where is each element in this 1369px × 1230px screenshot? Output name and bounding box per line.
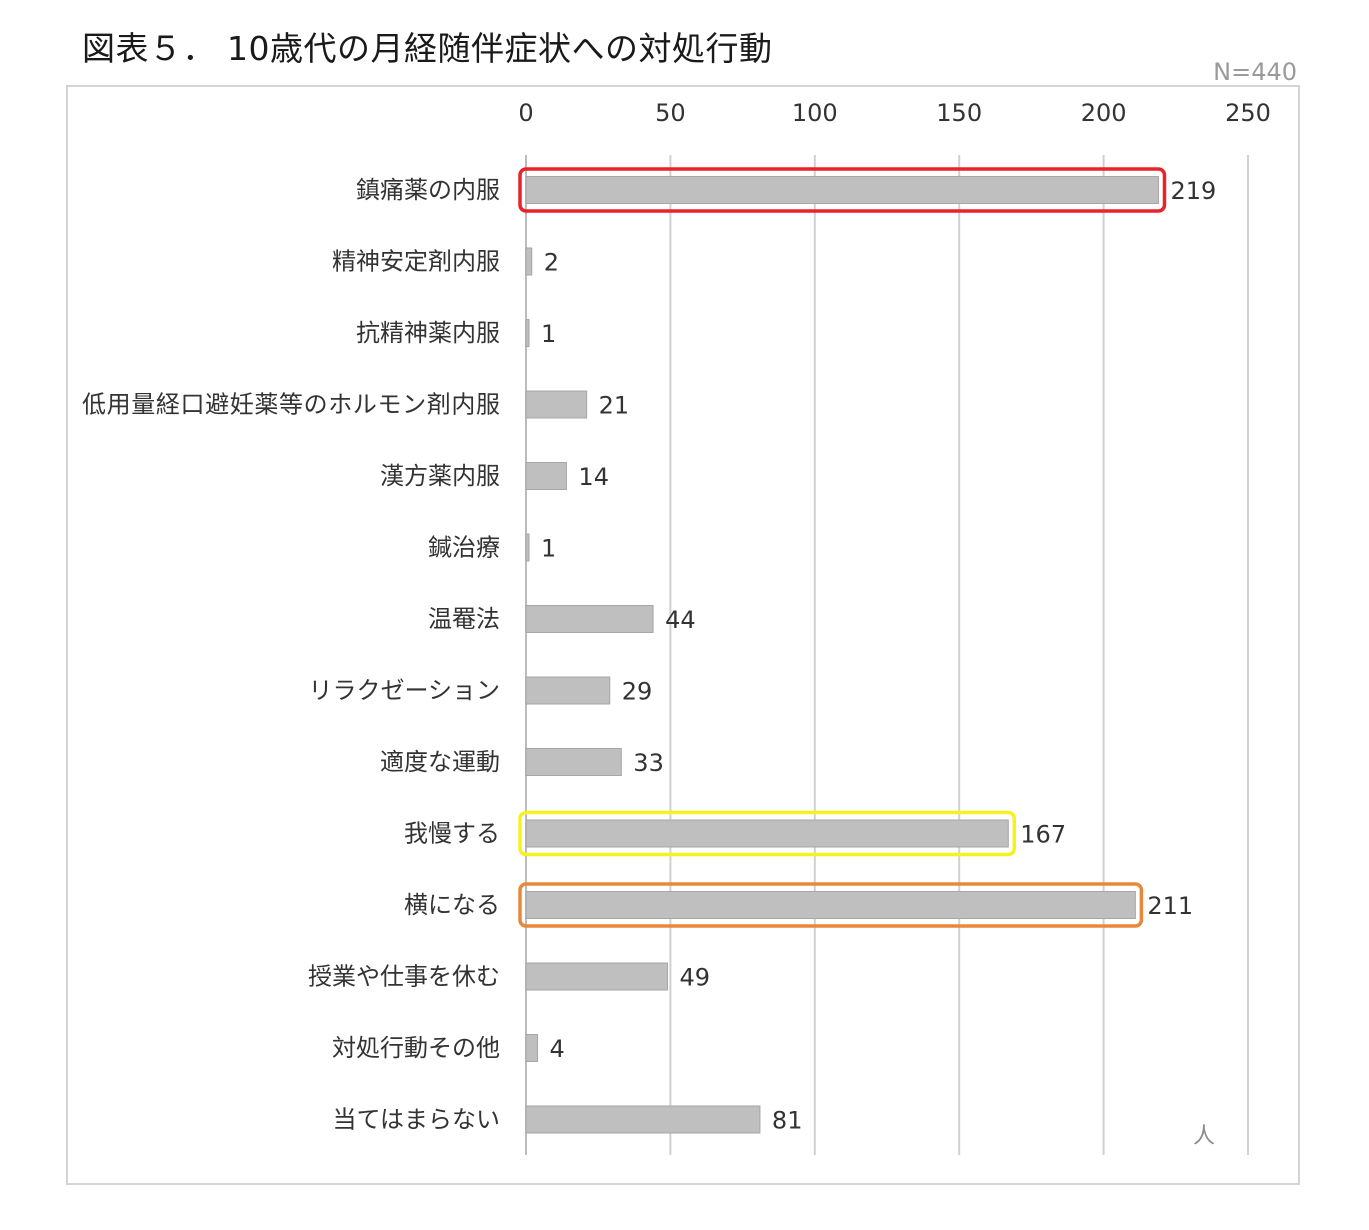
category-label: 抗精神薬内服 (356, 319, 500, 347)
category-label: 低用量経口避妊薬等のホルモン剤内服 (82, 391, 500, 419)
data-label: 29 (622, 678, 653, 706)
bar (525, 891, 1136, 919)
data-label: 167 (1020, 821, 1066, 849)
category-label: 温罨法 (428, 605, 500, 633)
bar (525, 390, 588, 419)
bar (525, 748, 622, 776)
category-label: 鎮痛薬の内服 (356, 176, 500, 204)
category-label: 精神安定剤内服 (332, 248, 500, 276)
bar (525, 819, 1009, 848)
chart-title: 図表５． 10歳代の月経随伴症状への対処行動 (82, 29, 773, 68)
data-label: 1 (541, 535, 556, 563)
x-tick-label: 100 (792, 99, 838, 127)
category-label: 横になる (404, 891, 500, 919)
bar (525, 1034, 539, 1062)
bar (525, 1105, 761, 1134)
category-label: 我慢する (404, 820, 500, 848)
bar (525, 605, 654, 633)
unit-label: 人 (1193, 1124, 1216, 1149)
category-label: 当てはまらない (332, 1106, 500, 1134)
bar (525, 247, 533, 276)
data-label: 211 (1147, 892, 1193, 920)
data-label: 33 (633, 749, 664, 777)
x-tick-label: 0 (518, 99, 533, 127)
highlight-box (518, 882, 1144, 928)
bar (525, 319, 530, 347)
x-tick-label: 150 (936, 99, 982, 127)
category-label: 対処行動その他 (332, 1034, 500, 1062)
category-label: 漢方薬内服 (380, 462, 500, 490)
data-label: 4 (550, 1035, 565, 1063)
data-label: 44 (665, 606, 696, 634)
bar (525, 462, 567, 490)
data-label: 81 (772, 1107, 803, 1135)
category-label: リラクゼーション (308, 677, 500, 705)
data-label: 1 (541, 320, 556, 348)
category-label: 適度な運動 (380, 748, 500, 776)
x-tick-label: 250 (1225, 99, 1271, 127)
category-label: 鍼治療 (428, 534, 500, 562)
bar (525, 962, 669, 991)
highlight-box (518, 810, 1017, 857)
chart-frame (66, 85, 1300, 1185)
highlight-box (518, 167, 1167, 213)
data-label: 21 (599, 392, 630, 420)
category-label: 授業や仕事を休む (308, 963, 500, 991)
bar (525, 533, 530, 562)
data-label: 219 (1170, 177, 1216, 205)
sample-size-label: N=440 (1213, 58, 1297, 86)
data-label: 2 (544, 249, 559, 277)
bar (525, 676, 611, 705)
x-tick-label: 50 (655, 99, 686, 127)
x-tick-label: 200 (1081, 99, 1127, 127)
data-label: 14 (578, 463, 609, 491)
bar (525, 176, 1159, 204)
data-label: 49 (680, 964, 711, 992)
